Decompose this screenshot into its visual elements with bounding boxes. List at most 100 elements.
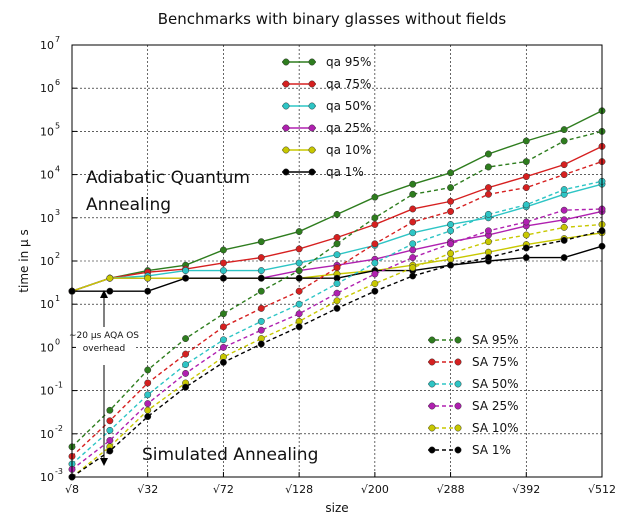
legend-marker bbox=[282, 124, 290, 132]
legend-label: qa 95% bbox=[326, 55, 371, 69]
series-point bbox=[333, 264, 341, 272]
series-point bbox=[447, 221, 455, 228]
legend-label: SA 25% bbox=[472, 399, 519, 413]
legend-label: qa 75% bbox=[326, 77, 371, 91]
overhead-arrowhead-down bbox=[100, 458, 108, 466]
y-tick-label: 10 bbox=[40, 341, 54, 354]
legend-marker bbox=[308, 102, 316, 110]
series-point bbox=[257, 287, 265, 295]
series-point bbox=[333, 210, 341, 218]
series-point bbox=[560, 137, 568, 145]
series-point bbox=[106, 406, 114, 414]
series-point bbox=[295, 228, 303, 236]
series-point bbox=[106, 447, 114, 455]
series-point bbox=[522, 231, 530, 239]
legend-marker bbox=[308, 168, 316, 176]
series-point bbox=[106, 426, 114, 434]
series-point bbox=[144, 274, 152, 282]
series-sa-75- bbox=[68, 158, 606, 460]
series-point bbox=[484, 254, 492, 262]
series-point bbox=[295, 245, 303, 253]
legend-marker bbox=[282, 168, 290, 176]
y-tick-exponent: -3 bbox=[55, 467, 63, 476]
series-point bbox=[144, 366, 152, 374]
series-point bbox=[182, 335, 190, 343]
y-tick-label: 10 bbox=[40, 125, 54, 138]
x-tick-label: √8 bbox=[65, 483, 79, 496]
series-point bbox=[295, 274, 303, 282]
overhead-annotation: ~20 μs AQA OS overhead bbox=[69, 290, 139, 466]
x-tick-label: √72 bbox=[213, 483, 234, 496]
series-line bbox=[71, 208, 603, 470]
series-point bbox=[447, 227, 455, 235]
series-point bbox=[333, 304, 341, 312]
series-point bbox=[144, 413, 152, 421]
series-point bbox=[144, 391, 152, 399]
y-tick-exponent: 1 bbox=[55, 294, 60, 303]
series-point bbox=[106, 274, 114, 282]
series-line bbox=[71, 160, 603, 457]
series-point bbox=[409, 240, 417, 248]
legend-marker bbox=[454, 424, 462, 432]
series-point bbox=[560, 126, 568, 134]
series-point bbox=[560, 223, 568, 231]
x-tick-label: √512 bbox=[588, 483, 616, 496]
series-point bbox=[333, 297, 341, 305]
y-tick-exponent: 3 bbox=[55, 208, 60, 217]
series-point bbox=[560, 161, 568, 169]
series-point bbox=[182, 350, 190, 358]
series-point bbox=[144, 287, 152, 295]
series-point bbox=[371, 259, 379, 267]
series-point bbox=[371, 287, 379, 295]
y-tick-exponent: 0 bbox=[55, 337, 60, 346]
y-tick-exponent: 7 bbox=[55, 35, 60, 44]
x-tick-label: √392 bbox=[512, 483, 540, 496]
series-point bbox=[371, 193, 379, 201]
series-point bbox=[106, 287, 114, 295]
series-point bbox=[257, 326, 265, 334]
series-point bbox=[182, 267, 190, 275]
series-point bbox=[484, 238, 492, 246]
series-point bbox=[219, 310, 227, 318]
series-point bbox=[144, 406, 152, 414]
series-point bbox=[560, 236, 568, 244]
overhead-label-line2: overhead bbox=[83, 344, 125, 354]
legend-marker bbox=[308, 80, 316, 88]
series-point bbox=[560, 186, 568, 194]
legend-marker bbox=[454, 380, 462, 388]
series-point bbox=[219, 259, 227, 267]
legend-marker bbox=[282, 80, 290, 88]
x-tick-label: √200 bbox=[361, 483, 389, 496]
qa-region-label-line2: Annealing bbox=[86, 195, 171, 215]
legend-label: SA 75% bbox=[472, 355, 519, 369]
legend-marker bbox=[428, 402, 436, 410]
series-point bbox=[182, 361, 190, 369]
series-point bbox=[219, 323, 227, 331]
series-point bbox=[409, 190, 417, 198]
legend-marker bbox=[454, 336, 462, 344]
series-point bbox=[295, 287, 303, 295]
legend-label: qa 50% bbox=[326, 99, 371, 113]
overhead-label-line1: ~20 μs AQA OS bbox=[69, 331, 139, 341]
series-point bbox=[333, 240, 341, 248]
series-point bbox=[295, 310, 303, 318]
legend-marker bbox=[454, 358, 462, 366]
x-ticks: √8 √32 √72 √128 √200 √288 √392 √512 bbox=[65, 472, 616, 496]
series-point bbox=[182, 369, 190, 377]
legend-label: SA 1% bbox=[472, 443, 511, 457]
series-point bbox=[295, 300, 303, 308]
series-point bbox=[371, 270, 379, 278]
y-tick-label: 10 bbox=[40, 82, 54, 95]
series-point bbox=[144, 400, 152, 408]
series-line bbox=[71, 180, 603, 465]
series-sa-50- bbox=[68, 177, 606, 468]
series-point bbox=[560, 171, 568, 179]
y-tick-label: 10 bbox=[40, 255, 54, 268]
legend-label: SA 10% bbox=[472, 421, 519, 435]
legend-sa: SA 95% SA 75% SA 50% SA 25% SA 10% SA 1% bbox=[428, 333, 519, 457]
series-point bbox=[106, 417, 114, 425]
series-layer bbox=[68, 107, 606, 481]
series-point bbox=[257, 317, 265, 325]
